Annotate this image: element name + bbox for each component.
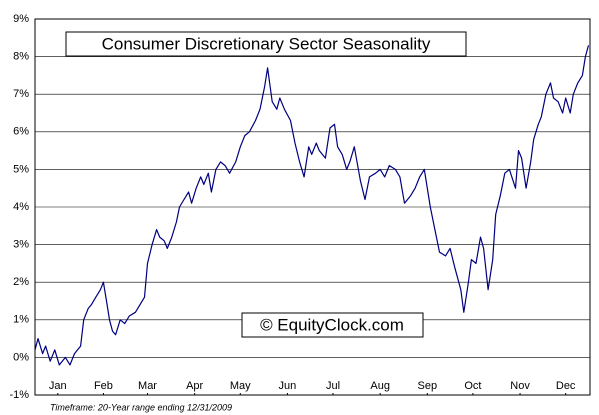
y-tick-label: -1% [9, 389, 29, 401]
x-tick-label: May [230, 380, 251, 392]
x-tick-label: Dec [556, 380, 576, 392]
y-tick-label: 8% [13, 51, 29, 63]
x-tick-label: Aug [370, 380, 390, 392]
x-tick-label: Sep [418, 380, 438, 392]
x-tick-label: Mar [138, 380, 157, 392]
data-line [34, 45, 590, 366]
y-tick-label: 5% [13, 163, 29, 175]
x-tick-label: Feb [94, 380, 113, 392]
x-tick-label: Oct [464, 380, 481, 392]
y-tick-label: 7% [13, 88, 29, 100]
title-box [65, 31, 467, 57]
y-tick-label: 0% [13, 351, 29, 363]
y-tick-label: 1% [13, 314, 29, 326]
footnote: Timeframe: 20-Year range ending 12/31/20… [50, 402, 232, 412]
chart-title: Consumer Discretionary Sector Seasonalit… [102, 34, 431, 53]
x-tick-label: Nov [510, 380, 530, 392]
x-tick-label: Jan [49, 380, 67, 392]
y-tick-label: 6% [13, 126, 29, 138]
annotation: © EquityClock.com [260, 315, 404, 334]
x-tick-label: Apr [186, 380, 203, 392]
y-tick-label: 9% [13, 13, 29, 25]
y-tick-label: 2% [13, 276, 29, 288]
x-tick-label: Jun [279, 380, 297, 392]
plot-border [34, 18, 591, 396]
y-tick-label: 3% [13, 239, 29, 251]
series [34, 45, 590, 366]
y-tick-label: 4% [13, 201, 29, 213]
annotation-box [241, 312, 424, 338]
x-tick-label: Jul [326, 380, 340, 392]
